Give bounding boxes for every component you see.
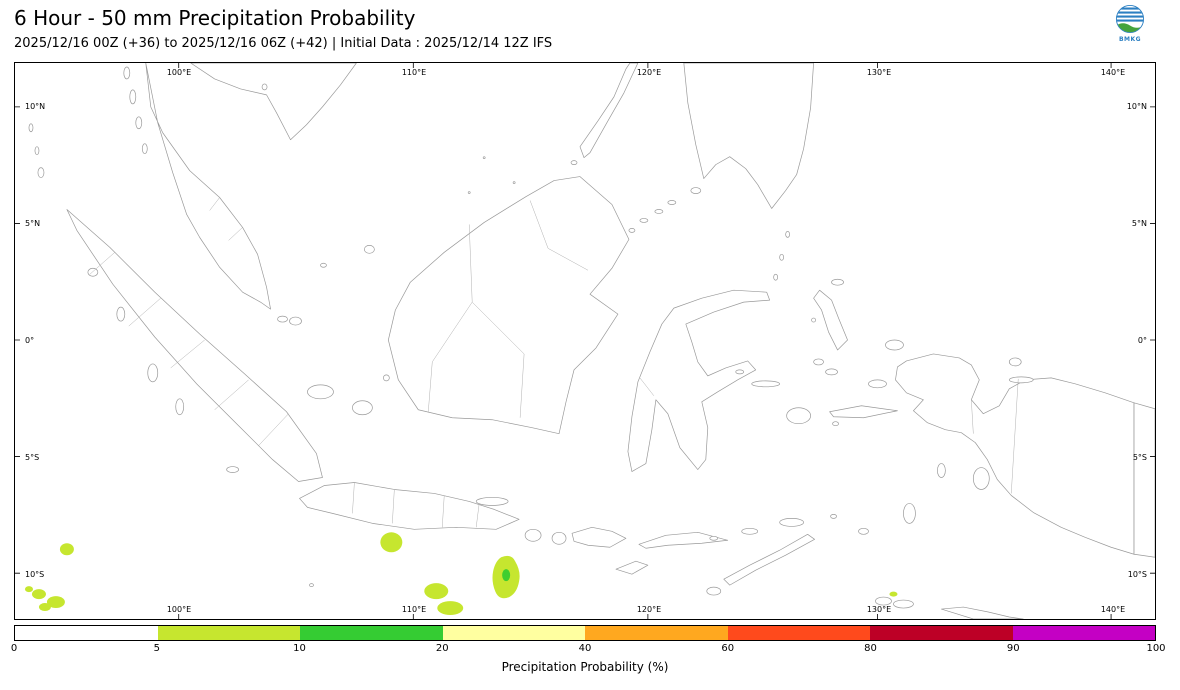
precip-patch-darker <box>502 569 511 582</box>
island-misool <box>868 379 887 389</box>
colorbar-segment <box>727 626 870 640</box>
colorbar-segment <box>442 626 585 640</box>
lon-label-top: 130°E <box>866 68 892 77</box>
bmkg-logo-icon <box>1115 4 1145 34</box>
colorbar <box>14 625 1156 641</box>
lat-label-left: 10°N <box>25 102 46 111</box>
small-islands <box>28 66 1024 619</box>
island-mindanao <box>683 63 814 209</box>
lat-label-right: 10°S <box>1127 570 1147 579</box>
lon-label-bottom: 140°E <box>1100 605 1126 614</box>
lon-label-top: 120°E <box>636 68 662 77</box>
colorbar-segment <box>870 626 1013 640</box>
map-frame: 100°E 110°E 120°E 130°E 140°E 100°E 110°… <box>14 62 1156 620</box>
peninsula-malay <box>145 63 271 310</box>
lon-label-bottom: 130°E <box>866 605 892 614</box>
colorbar-tick: 60 <box>721 643 735 654</box>
island-biak <box>1008 357 1022 367</box>
lat-label-right: 0° <box>1137 336 1147 345</box>
lat-label-left: 10°S <box>25 570 45 579</box>
island-morotai <box>831 278 844 286</box>
precip-patches <box>24 532 898 616</box>
island-yapen <box>1008 376 1034 384</box>
coastlines <box>28 63 1155 619</box>
island-rote <box>706 586 722 596</box>
island-borneo <box>387 176 630 435</box>
island-wetar <box>779 518 804 527</box>
axis-ticks <box>15 63 1155 619</box>
lon-label-top: 140°E <box>1100 68 1126 77</box>
island-sumba <box>615 560 649 575</box>
lat-label-left: 5°N <box>25 219 41 228</box>
colorbar-tick: 5 <box>153 643 160 654</box>
lon-label-bottom: 120°E <box>636 605 662 614</box>
internal-borders <box>89 197 1019 528</box>
island-buru <box>786 407 811 425</box>
colorbar-tick: 90 <box>1006 643 1020 654</box>
land-png <box>1133 402 1155 558</box>
colorbar-ticks: 0 5 10 20 40 60 80 90 100 <box>10 643 1166 656</box>
island-alor <box>741 527 759 535</box>
colorbar-tick: 80 <box>864 643 877 654</box>
island-sumbawa <box>571 526 627 548</box>
lat-label-left: 0° <box>25 336 35 345</box>
colorbar-segment <box>585 626 728 640</box>
map-canvas <box>15 63 1155 619</box>
islands-sula <box>751 380 781 388</box>
bmkg-logo: BMKG <box>1113 4 1147 43</box>
colorbar-label: Precipitation Probability (%) <box>501 660 669 674</box>
island-flores <box>638 531 729 549</box>
lon-label-bottom: 110°E <box>401 605 427 614</box>
island-waigeo <box>885 339 904 351</box>
island-sumatra <box>66 209 323 482</box>
page-title: 6 Hour - 50 mm Precipitation Probability <box>14 6 416 30</box>
island-palawan <box>579 63 639 159</box>
lon-label-top: 110°E <box>401 68 427 77</box>
lat-label-right: 5°N <box>1131 219 1147 228</box>
colorbar-tick: 0 <box>10 643 18 654</box>
colorbar-segment <box>157 626 300 640</box>
map-subtitle: 2025/12/16 00Z (+36) to 2025/12/16 06Z (… <box>14 36 553 51</box>
lat-label-left: 5°S <box>25 453 40 462</box>
coast-indochina <box>190 63 357 141</box>
island-aru <box>972 467 990 490</box>
colorbar-segment <box>15 626 158 640</box>
colorbar-tick: 40 <box>578 643 592 654</box>
island-timor <box>723 533 815 586</box>
colorbar-tick: 20 <box>435 643 449 654</box>
colorbar-tick: 100 <box>1146 643 1166 654</box>
lon-label-bottom: 100°E <box>166 605 192 614</box>
island-halmahera <box>813 289 848 351</box>
island-sulawesi <box>627 289 771 472</box>
lat-label-right: 5°S <box>1132 453 1147 462</box>
island-kai <box>937 463 946 478</box>
island-papua <box>895 353 1135 555</box>
island-seram <box>829 405 898 419</box>
island-lombok <box>551 531 567 545</box>
colorbar-segment <box>300 626 443 640</box>
island-bali <box>524 528 542 542</box>
lat-label-right: 10°N <box>1126 102 1147 111</box>
island-tanimbar <box>903 503 916 524</box>
bmkg-logo-label: BMKG <box>1118 36 1142 43</box>
island-java <box>299 482 520 530</box>
lon-label-top: 100°E <box>166 68 192 77</box>
colorbar-tick: 10 <box>293 643 306 654</box>
colorbar-segment <box>1012 626 1155 640</box>
island-madura <box>475 497 509 506</box>
